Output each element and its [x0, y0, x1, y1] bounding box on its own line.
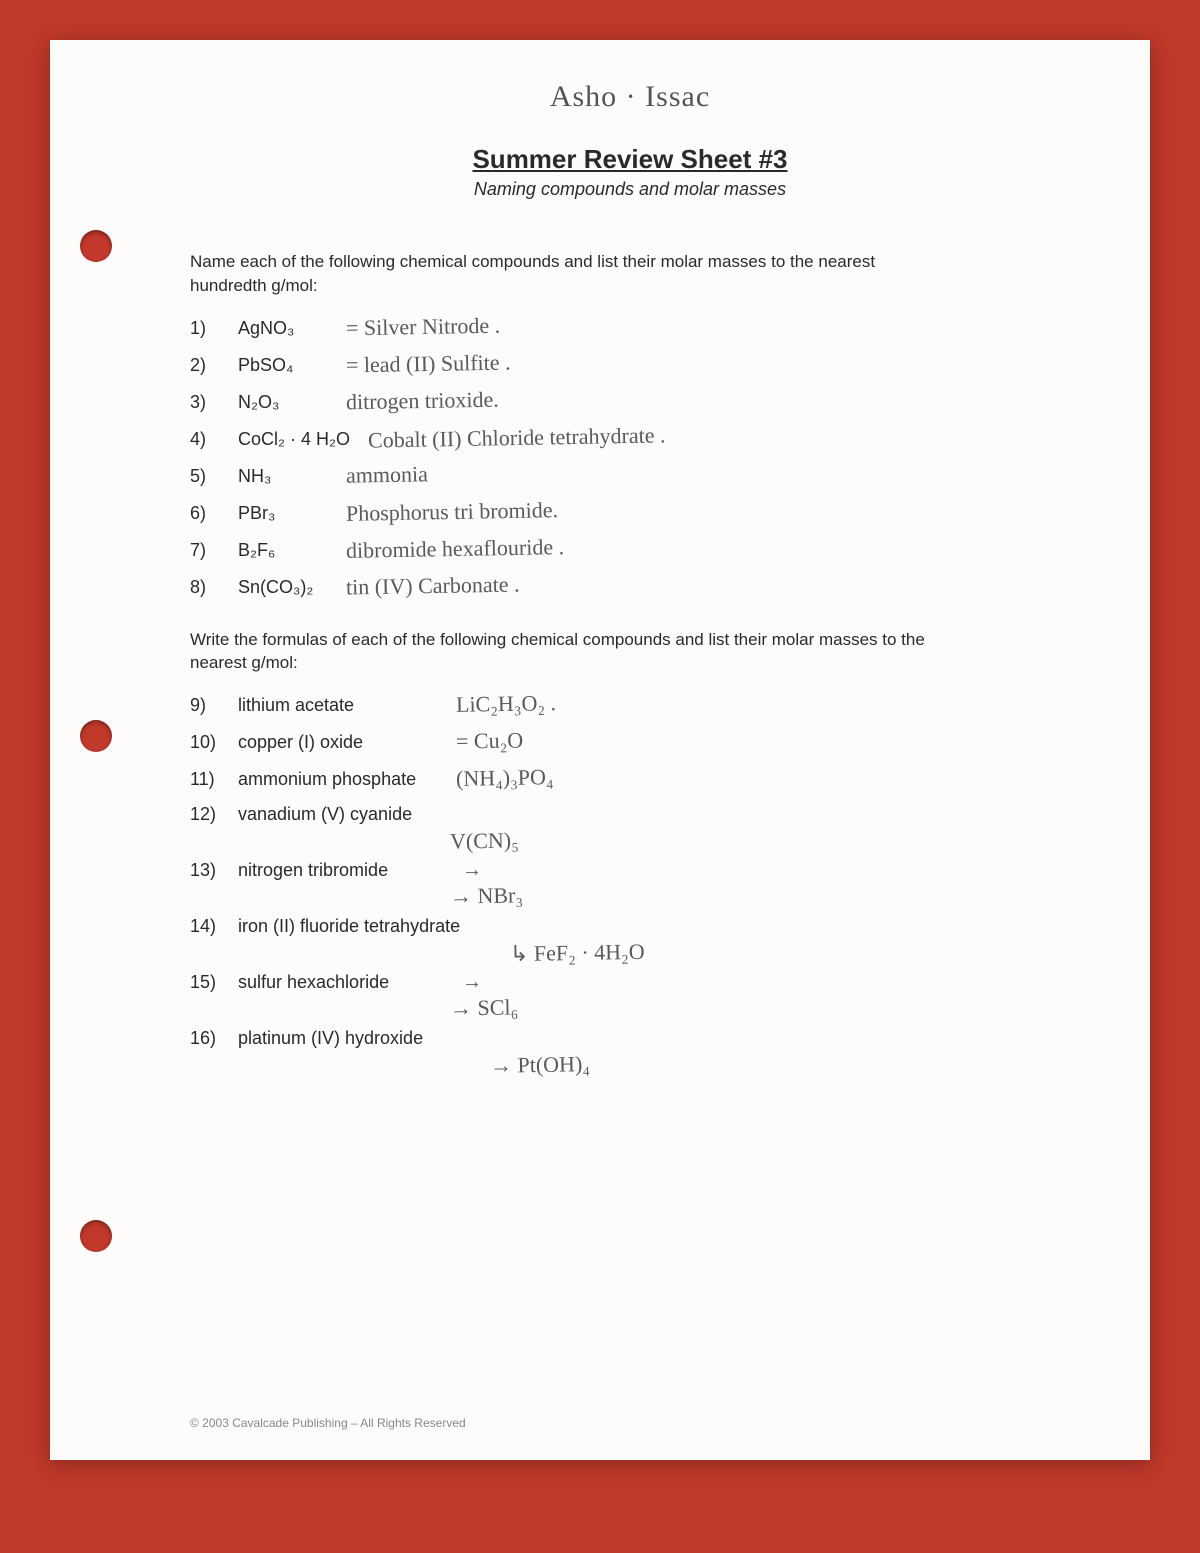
student-answer: ↳ FeF₂ · 4H₂O — [510, 939, 645, 967]
question-number: 9) — [190, 695, 220, 716]
chemical-formula: CoCl₂ · 4 H₂O — [238, 429, 350, 450]
question-number: 16) — [190, 1028, 220, 1049]
question-row: 5) NH₃ ammonia — [190, 464, 1070, 487]
chemical-formula: NH₃ — [238, 466, 328, 487]
chemical-formula: AgNO₃ — [238, 318, 328, 339]
student-answer: ditrogen trioxide. — [346, 388, 499, 413]
question-number: 12) — [190, 804, 220, 825]
question-row: 12) vanadium (V) cyanide V(CN)₅ — [190, 804, 1070, 825]
compound-name: vanadium (V) cyanide — [238, 804, 438, 825]
student-answer: tin (IV) Carbonate . — [346, 573, 520, 598]
student-answer: V(CN)₅ — [450, 828, 519, 855]
chemical-formula: Sn(CO₃)₂ — [238, 577, 328, 598]
student-answer: ammonia — [346, 463, 428, 486]
compound-name: platinum (IV) hydroxide — [238, 1028, 438, 1049]
question-number: 7) — [190, 540, 220, 561]
question-row: 4) CoCl₂ · 4 H₂O Cobalt (II) Chloride te… — [190, 427, 1070, 450]
punch-hole-icon — [80, 720, 112, 752]
compound-name: ammonium phosphate — [238, 769, 438, 790]
copyright-footer: © 2003 Cavalcade Publishing – All Rights… — [190, 1416, 466, 1430]
worksheet-subtitle: Naming compounds and molar masses — [190, 179, 1070, 200]
worksheet-paper: Asho · Issac Summer Review Sheet #3 Nami… — [50, 40, 1150, 1460]
punch-hole-icon — [80, 1220, 112, 1252]
question-row: 6) PBr₃ Phosphorus tri bromide. — [190, 501, 1070, 524]
student-answer: = Silver Nitrode . — [346, 314, 501, 339]
question-row: 8) Sn(CO₃)₂ tin (IV) Carbonate . — [190, 575, 1070, 598]
section2-list: 9) lithium acetate LiC₂H₃O₂ . 10) copper… — [190, 693, 1070, 1049]
question-number: 4) — [190, 429, 220, 450]
page-wrapper: Asho · Issac Summer Review Sheet #3 Nami… — [50, 40, 1150, 1460]
student-answer: → NBr₃ — [450, 883, 524, 910]
chemical-formula: PBr₃ — [238, 503, 328, 524]
compound-name: iron (II) fluoride tetrahydrate — [238, 916, 460, 937]
student-answer: (NH₄)₃PO₄ — [456, 766, 554, 790]
question-number: 13) — [190, 860, 220, 881]
question-number: 1) — [190, 318, 220, 339]
student-answer: → SCl₆ — [450, 995, 519, 1022]
student-answer: → Pt(OH)₄ — [490, 1051, 590, 1079]
compound-name: copper (I) oxide — [238, 732, 438, 753]
student-answer: = lead (II) Sulfite . — [346, 351, 511, 376]
student-name: Asho · Issac — [190, 80, 1070, 114]
question-row: 16) platinum (IV) hydroxide → Pt(OH)₄ — [190, 1028, 1070, 1049]
section1-list: 1) AgNO₃ = Silver Nitrode . 2) PbSO₄ = l… — [190, 316, 1070, 598]
question-number: 6) — [190, 503, 220, 524]
student-answer: LiC₂H₃O₂ . — [456, 692, 556, 716]
compound-name: sulfur hexachloride — [238, 972, 438, 993]
question-number: 15) — [190, 972, 220, 993]
question-number: 8) — [190, 577, 220, 598]
student-answer: Cobalt (II) Chloride tetrahydrate . — [368, 424, 666, 451]
question-row: 2) PbSO₄ = lead (II) Sulfite . — [190, 353, 1070, 376]
student-answer: = Cu₂O — [456, 730, 524, 753]
section1-instructions: Name each of the following chemical comp… — [190, 250, 950, 298]
question-number: 2) — [190, 355, 220, 376]
chemical-formula: PbSO₄ — [238, 355, 328, 376]
question-number: 11) — [190, 769, 220, 790]
punch-hole-icon — [80, 230, 112, 262]
student-answer: Phosphorus tri bromide. — [346, 499, 558, 525]
section2-instructions: Write the formulas of each of the follow… — [190, 628, 950, 676]
question-row: 13) nitrogen tribromide → → NBr₃ — [190, 859, 1070, 882]
question-row: 14) iron (II) fluoride tetrahydrate ↳ Fe… — [190, 916, 1070, 937]
chemical-formula: N₂O₃ — [238, 392, 328, 413]
question-row: 7) B₂F₆ dibromide hexaflouride . — [190, 538, 1070, 561]
worksheet-title: Summer Review Sheet #3 — [190, 144, 1070, 175]
student-answer: dibromide hexaflouride . — [346, 536, 564, 562]
question-number: 3) — [190, 392, 220, 413]
question-row: 15) sulfur hexachloride → → SCl₆ — [190, 971, 1070, 994]
question-number: 10) — [190, 732, 220, 753]
arrow-icon: → — [462, 859, 482, 882]
compound-name: nitrogen tribromide — [238, 860, 438, 881]
question-row: 1) AgNO₃ = Silver Nitrode . — [190, 316, 1070, 339]
question-number: 5) — [190, 466, 220, 487]
question-row: 10) copper (I) oxide = Cu₂O — [190, 730, 1070, 753]
question-number: 14) — [190, 916, 220, 937]
chemical-formula: B₂F₆ — [238, 540, 328, 561]
question-row: 3) N₂O₃ ditrogen trioxide. — [190, 390, 1070, 413]
arrow-icon: → — [462, 971, 482, 994]
compound-name: lithium acetate — [238, 695, 438, 716]
question-row: 11) ammonium phosphate (NH₄)₃PO₄ — [190, 767, 1070, 790]
question-row: 9) lithium acetate LiC₂H₃O₂ . — [190, 693, 1070, 716]
